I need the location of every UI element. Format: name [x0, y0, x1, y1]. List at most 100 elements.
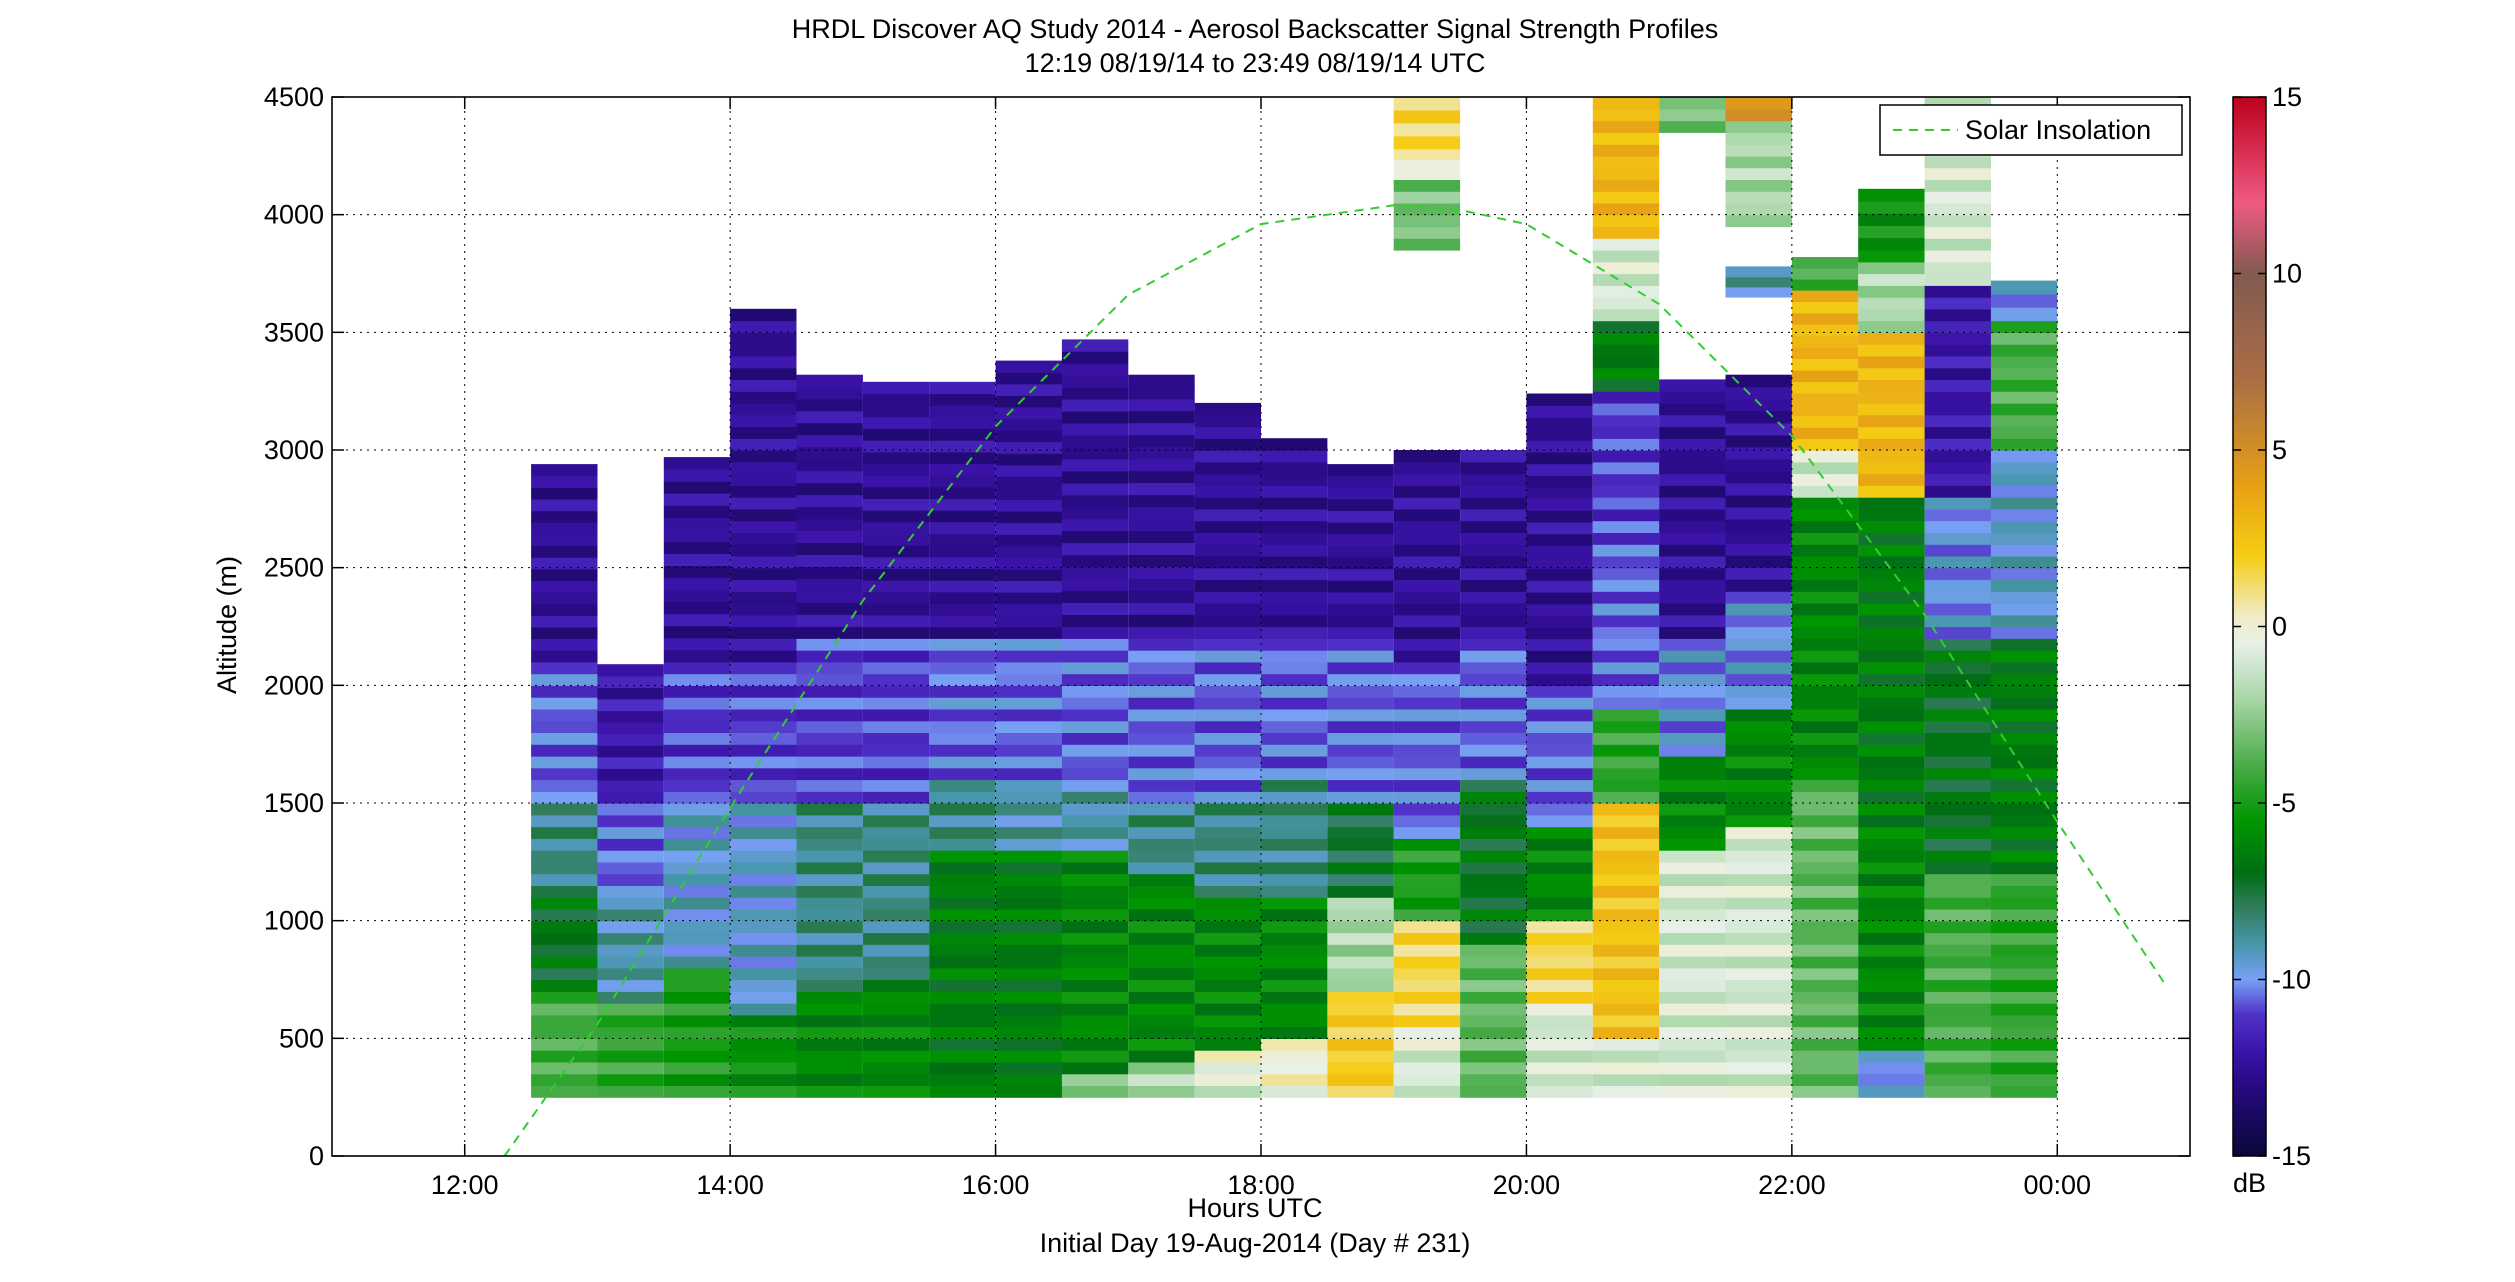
heatmap-cell: [730, 944, 797, 957]
heatmap-cell: [663, 1026, 731, 1039]
heatmap-cell: [1261, 1038, 1328, 1051]
heatmap-cell: [1659, 744, 1726, 757]
heatmap-cell: [1924, 414, 1991, 428]
heatmap-cell: [796, 908, 863, 922]
heatmap-cell: [1194, 920, 1261, 934]
heatmap-cell: [1393, 744, 1461, 757]
heatmap-cell: [1194, 673, 1261, 686]
heatmap-cell: [1858, 956, 1925, 969]
heatmap-cell: [995, 453, 1062, 466]
heatmap-cell: [531, 1061, 598, 1075]
heatmap-cell: [1393, 159, 1461, 170]
heatmap-cell: [597, 920, 664, 934]
heatmap-cell: [1990, 320, 2058, 333]
heatmap-cell: [1924, 755, 1991, 769]
heatmap-cell: [995, 956, 1062, 969]
heatmap-cell: [1725, 386, 1792, 400]
heatmap-cell: [531, 803, 598, 816]
heatmap-cell: [1526, 673, 1593, 686]
heatmap-cell: [1393, 932, 1461, 945]
heatmap-cell: [1592, 202, 1660, 216]
heatmap-cell: [730, 1003, 797, 1016]
heatmap-cell: [1526, 1026, 1593, 1039]
heatmap-cell: [1261, 708, 1328, 722]
heatmap-cell: [1061, 861, 1129, 875]
heatmap-cell: [1725, 638, 1792, 651]
heatmap-cell: [862, 850, 930, 863]
heatmap-cell: [1393, 567, 1461, 581]
heatmap-cell: [531, 1003, 598, 1016]
heatmap-cell: [1725, 482, 1792, 496]
profile-column: [862, 381, 930, 1098]
heatmap-cell: [796, 861, 863, 875]
heatmap-cell: [1526, 486, 1593, 500]
y-axis-label: Altitude (m): [212, 556, 242, 694]
heatmap-cell: [1194, 544, 1261, 557]
heatmap-cell: [1327, 638, 1394, 651]
heatmap-cell: [1592, 932, 1660, 945]
heatmap-cell: [663, 944, 731, 957]
heatmap-cell: [1725, 744, 1792, 757]
heatmap-cell: [597, 885, 664, 898]
heatmap-cell: [796, 708, 863, 722]
heatmap-cell: [1858, 908, 1925, 922]
heatmap-cell: [1659, 767, 1726, 781]
heatmap-cell: [1460, 744, 1527, 757]
heatmap-cell: [1592, 579, 1660, 592]
heatmap-cell: [1526, 767, 1593, 781]
heatmap-cell: [1061, 803, 1129, 816]
heatmap-cell: [1791, 520, 1859, 533]
heatmap-cell: [796, 518, 863, 532]
heatmap-cell: [663, 885, 731, 898]
heatmap-cell: [531, 767, 598, 781]
profile-column: [531, 464, 598, 1098]
heatmap-cell: [1393, 732, 1461, 745]
heatmap-cell: [1791, 473, 1859, 486]
heatmap-cell: [531, 861, 598, 875]
heatmap-cell: [663, 803, 731, 816]
heatmap-cell: [1128, 861, 1195, 875]
heatmap-cell: [1261, 591, 1328, 604]
heatmap-cell: [796, 732, 863, 745]
heatmap-cell: [1061, 956, 1129, 969]
heatmap-cell: [1128, 920, 1195, 934]
heatmap-cell: [1393, 661, 1461, 675]
heatmap-cell: [1327, 1026, 1394, 1039]
heatmap-cell: [1791, 673, 1859, 686]
heatmap-cell: [1592, 167, 1660, 180]
heatmap-cell: [1924, 297, 1991, 310]
heatmap-cell: [1261, 732, 1328, 745]
heatmap-cell: [1261, 1026, 1328, 1039]
heatmap-cell: [730, 603, 797, 616]
heatmap-cell: [1725, 1085, 1792, 1098]
heatmap-cell: [1061, 590, 1129, 603]
profile-column: [1924, 97, 1991, 1098]
heatmap-cell: [1061, 932, 1129, 945]
heatmap-cell: [1128, 638, 1195, 651]
heatmap-cell: [730, 332, 797, 345]
heatmap-cell: [796, 661, 863, 675]
heatmap-cell: [1194, 626, 1261, 639]
heatmap-cell: [1393, 650, 1461, 663]
heatmap-cell: [1924, 897, 1991, 910]
heatmap-cell: [1791, 555, 1859, 569]
heatmap-cell: [730, 779, 797, 792]
heatmap-cell: [1924, 838, 1991, 851]
heatmap-cell: [597, 956, 664, 969]
heatmap-cell: [929, 967, 996, 981]
heatmap-cell: [1791, 803, 1859, 816]
heatmap-cell: [1725, 626, 1792, 639]
heatmap-cell: [995, 499, 1062, 512]
heatmap-cell: [862, 591, 930, 604]
heatmap-cell: [1261, 1014, 1328, 1028]
heatmap-cell: [1725, 755, 1792, 769]
heatmap-cell: [1791, 932, 1859, 945]
heatmap-cell: [796, 506, 863, 520]
heatmap-cell: [1924, 767, 1991, 781]
heatmap-cell: [995, 814, 1062, 828]
heatmap-cell: [995, 991, 1062, 1004]
heatmap-cell: [1460, 873, 1527, 886]
heatmap-cell: [1261, 461, 1328, 475]
heatmap-cell: [796, 979, 863, 992]
heatmap-cell: [1526, 838, 1593, 851]
